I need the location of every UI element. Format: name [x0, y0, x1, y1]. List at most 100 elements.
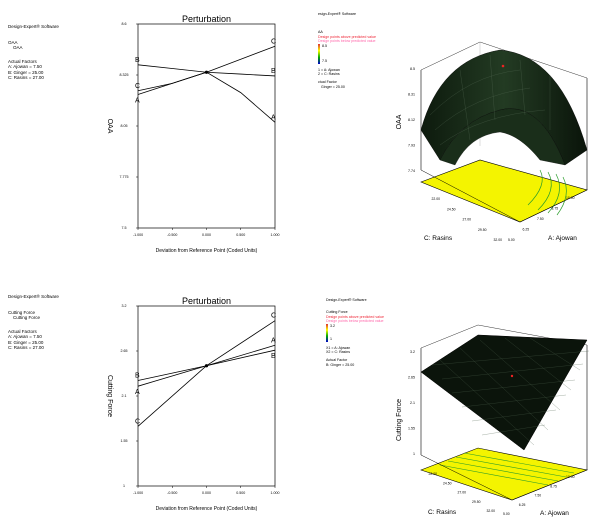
y-tick-label: 22.00	[429, 472, 438, 476]
y-tick-label: 2.1	[122, 394, 127, 398]
y-axis-label: OAA	[106, 119, 113, 134]
scale-high: 3.2	[330, 323, 335, 328]
z-tick-label: 7.93	[408, 144, 415, 148]
x-tick-label: 8.75	[552, 207, 559, 211]
legend-above: Design points above predicted value	[318, 34, 376, 39]
scale-low: 1	[330, 337, 332, 342]
z-tick-label: 2.65	[408, 376, 415, 380]
x2-label: X2 = C: Rasins	[326, 350, 351, 355]
z-tick-label: 8.12	[408, 118, 415, 122]
y-tick-label: 8.6	[122, 22, 127, 26]
legend-above: Design points above predicted value	[326, 314, 384, 319]
y-axis-label: C: Rasins	[424, 235, 453, 242]
y-tick-label: 32.00	[494, 238, 503, 242]
legend-below: Design points below predicted value	[326, 319, 384, 324]
y-tick-label: 3.2	[122, 304, 127, 308]
legend-below: Design points below predicted value	[318, 39, 376, 44]
scale-low: 7.5	[322, 59, 327, 64]
factor-c-value: C: Rasins = 27.00	[8, 345, 44, 350]
y-axis-label: Cutting Force	[106, 375, 113, 417]
x-tick-label: 0.500	[236, 491, 245, 495]
x-tick-label: 8.75	[550, 484, 557, 488]
z-axis-label: OAA	[396, 114, 403, 129]
z-tick-label: 8.5	[410, 67, 415, 71]
x-tick-label: 0.000	[202, 233, 211, 237]
design-point	[501, 64, 505, 68]
x-tick-label: 5.00	[503, 512, 510, 516]
z-axis-label: Cutting Force	[396, 399, 403, 441]
bottom-info-panel: Design-Expert® Software Cutting Force Cu…	[8, 294, 59, 351]
response-label: OAA	[8, 39, 18, 45]
x-axis-label: Deviation from Reference Point (Coded Un…	[156, 248, 258, 254]
z-tick-label: 8.31	[408, 93, 415, 97]
software-label: esign-Expert® Software	[318, 12, 357, 16]
design-point	[510, 374, 514, 378]
y-tick-label: 29.50	[478, 228, 487, 232]
x2-label: 2 = C: Rasins	[318, 72, 340, 77]
y-tick-label: 32.00	[487, 509, 496, 513]
z-tick-label: 1.55	[408, 427, 415, 431]
y-axis-label: C: Rasins	[428, 509, 457, 516]
x-tick-label: 10.00	[566, 475, 575, 479]
x-tick-label: 1.000	[271, 233, 280, 237]
y-tick-label: 8.05	[121, 124, 128, 128]
y-tick-label: 7.5	[122, 226, 127, 230]
series-label-start: B	[135, 372, 140, 379]
x-tick-label: -1.000	[133, 233, 143, 237]
x-axis-label: A: Ajowan	[540, 510, 569, 517]
actual-factors-title: Actual Factors	[8, 328, 37, 334]
series-label-start: C	[135, 418, 140, 425]
y-tick-label: 24.50	[447, 207, 456, 211]
x-tick-label: -0.500	[167, 491, 177, 495]
z-tick-label: 1	[413, 452, 415, 456]
y-tick-label: 8.325	[120, 73, 129, 77]
response-label: Cutting Force	[8, 309, 36, 315]
z-tick-label: 7.74	[408, 169, 415, 173]
x-axis-label: Deviation from Reference Point (Coded Un…	[156, 506, 258, 512]
series-label-end: C	[271, 313, 276, 320]
x-tick-label: 0.000	[202, 491, 211, 495]
reference-point	[204, 364, 209, 368]
series-label-end: A	[271, 337, 276, 344]
x-tick-label: 1.000	[271, 491, 280, 495]
x-tick-label: 7.50	[535, 494, 542, 498]
x1-label: 1 = A: Ajowan	[318, 67, 340, 72]
top-surface-info: esign-Expert® Software AA Design points …	[318, 12, 376, 89]
y-tick-label: 29.50	[472, 500, 481, 504]
z-tick-label: 2.1	[410, 401, 415, 405]
x-tick-label: 0.500	[236, 233, 245, 237]
x-axis-label: A: Ajowan	[548, 235, 577, 242]
factor-b-value: B: Ginger = 25.00	[8, 69, 44, 75]
contour-floor	[420, 447, 589, 501]
series-label-end: C	[271, 38, 276, 45]
x1-label: X1 = A: Ajowan	[326, 345, 351, 350]
series-label-start: A	[135, 389, 140, 396]
y-tick-label: 7.775	[120, 175, 129, 179]
y-tick-label: 1.55	[121, 439, 128, 443]
response-label: AA	[318, 30, 323, 35]
software-label: Design-Expert® Software	[8, 294, 59, 299]
actual-factor-title: Actual Factor	[326, 358, 348, 363]
factor-a-value: A: Ajowan = 7.50	[8, 334, 42, 339]
top-info-panel: Design-Expert® Software OAA OAA Actual F…	[8, 24, 59, 81]
x-tick-label: -0.500	[167, 233, 177, 237]
z-tick-label: 3.2	[410, 350, 415, 354]
response-sub-label: Cutting Force	[13, 315, 41, 320]
x-tick-label: 6.25	[519, 503, 526, 507]
y-tick-label: 27.00	[463, 218, 472, 222]
x-tick-label: 7.50	[537, 217, 544, 221]
actual-factor-value: Ginger = 25.00	[321, 84, 345, 89]
series-label-end: B	[271, 353, 276, 360]
actual-factors-title: Actual Factors	[8, 58, 37, 64]
response-sub-label: OAA	[13, 45, 23, 50]
software-label: Design-Expert® Software	[326, 298, 367, 302]
reference-point	[204, 70, 209, 74]
x-tick-label: 10.00	[566, 196, 575, 200]
chart-title: Perturbation	[182, 296, 231, 306]
color-scale-bar	[318, 43, 320, 64]
chart-title: Perturbation	[182, 14, 231, 24]
